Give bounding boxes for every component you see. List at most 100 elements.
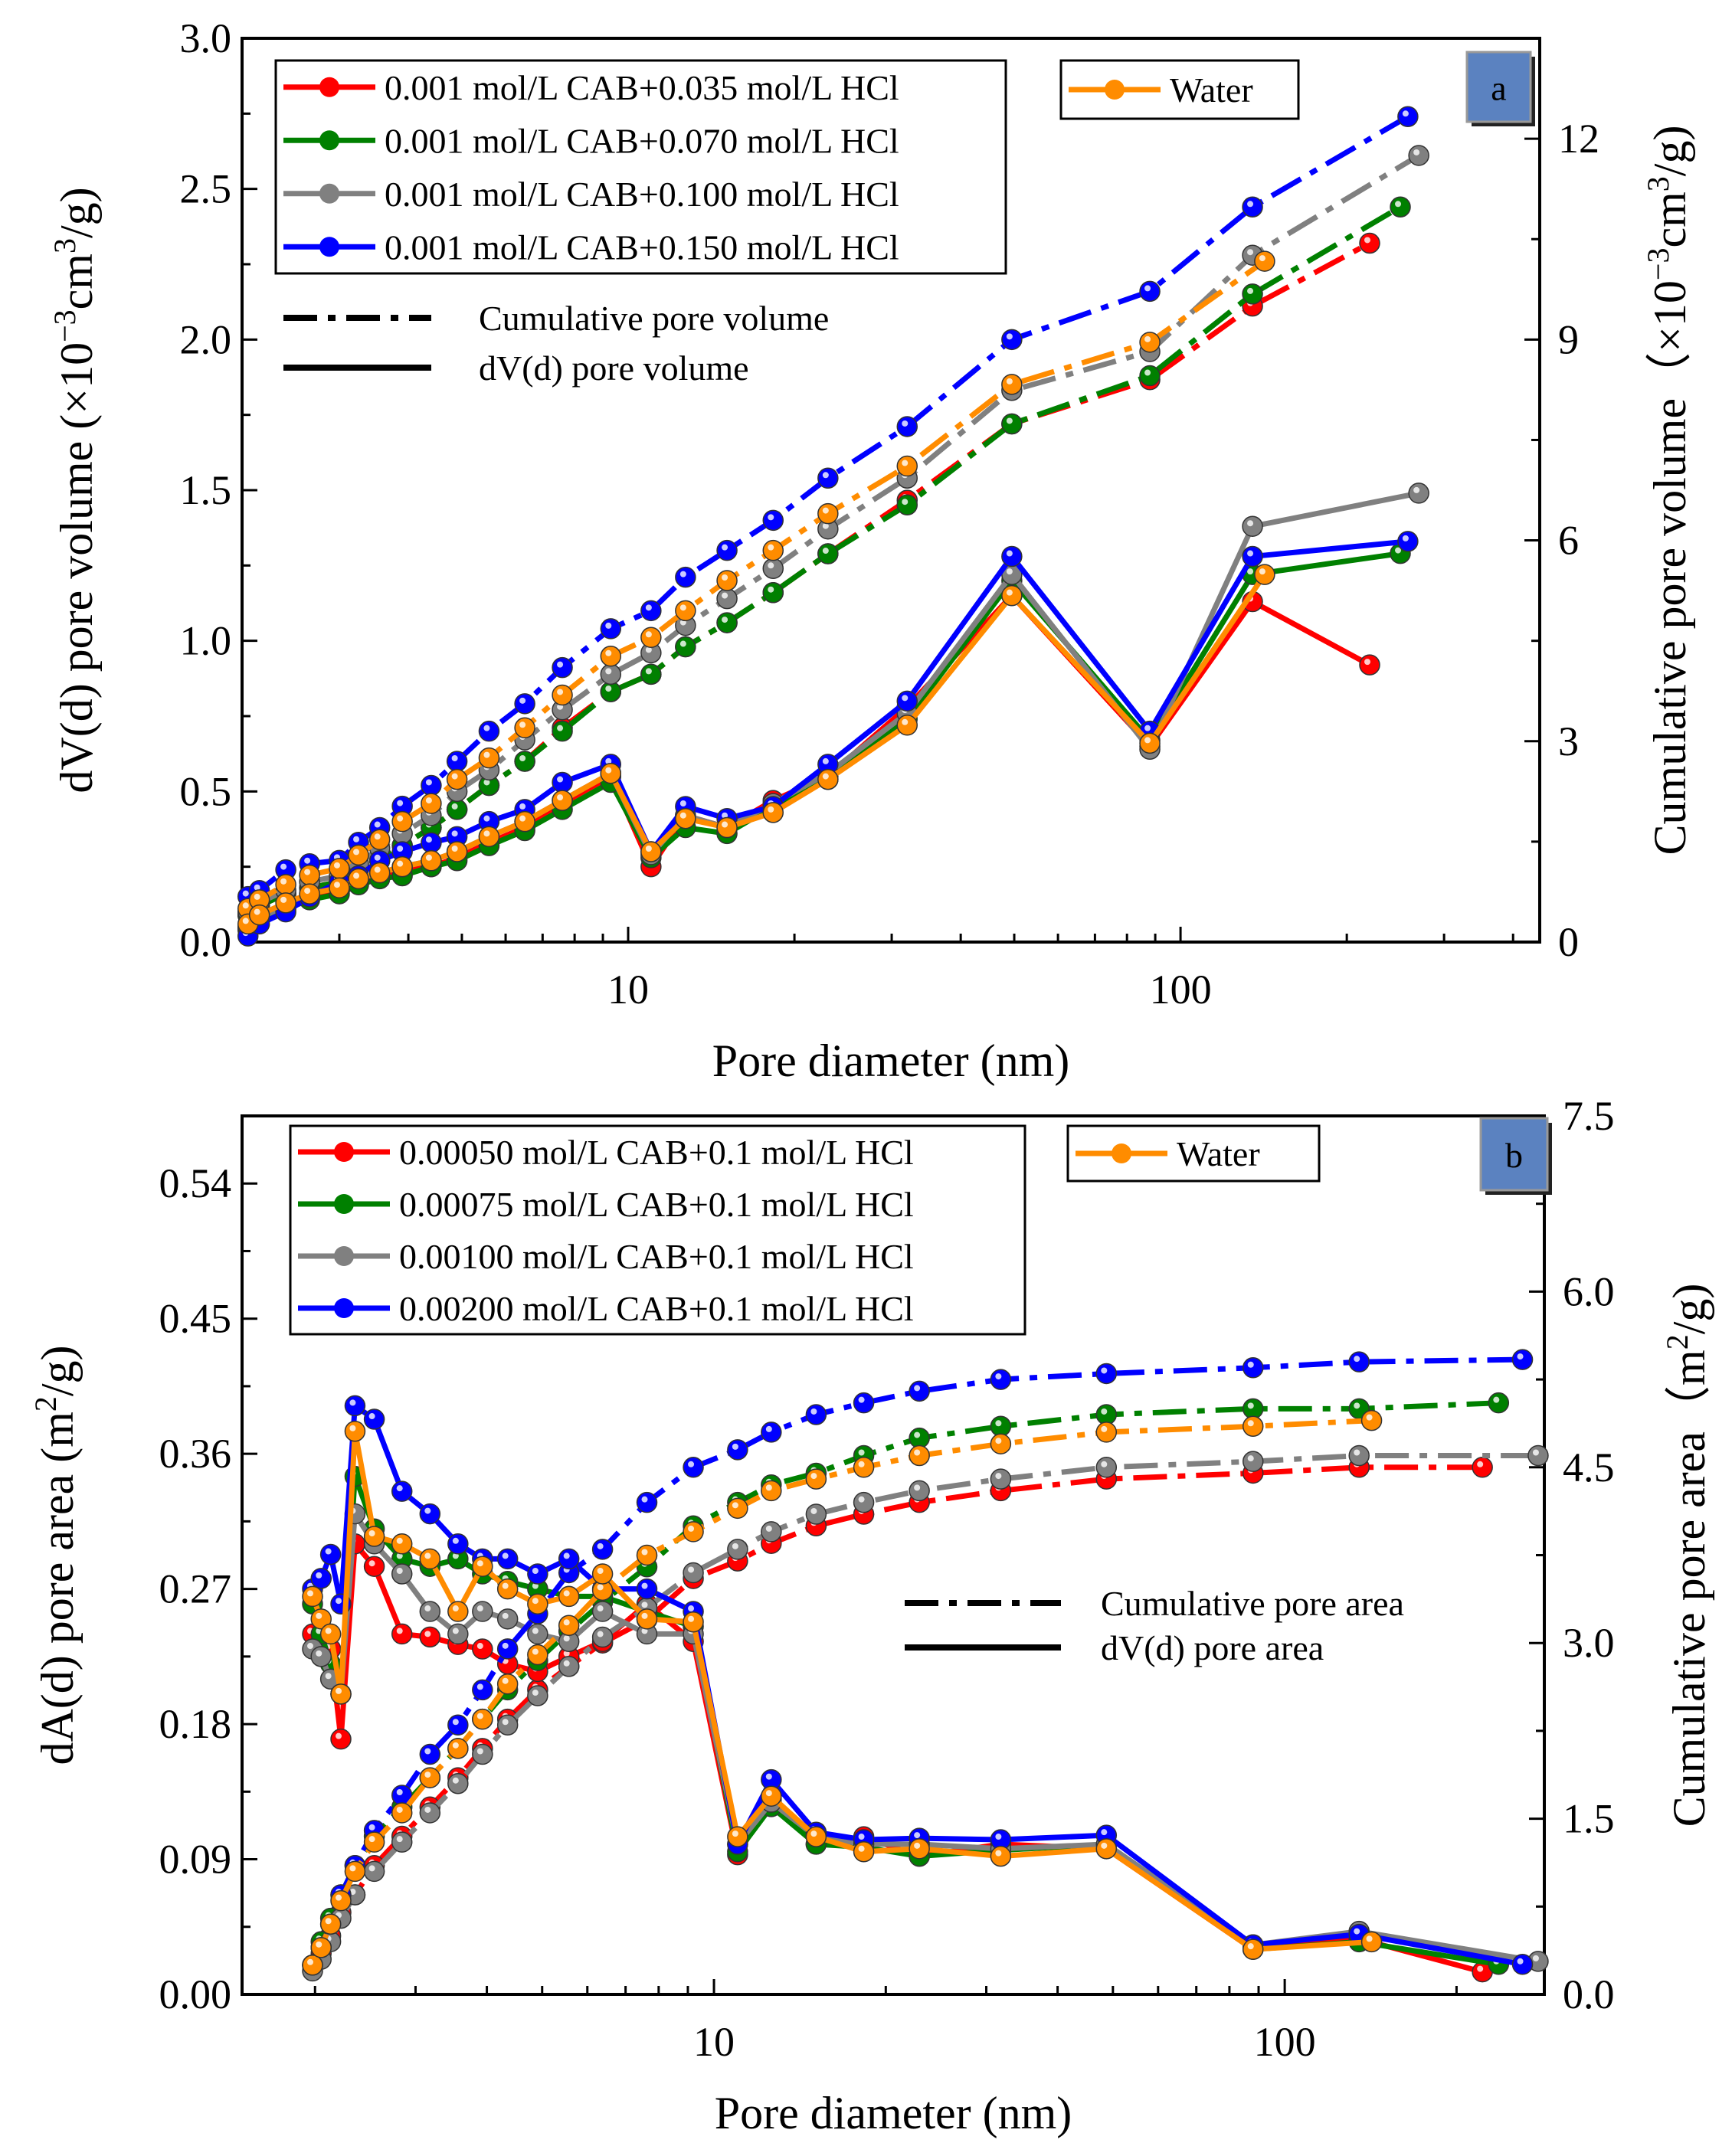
cumulative-point (853, 1392, 875, 1414)
superscript: −3 (47, 309, 82, 342)
x-axis-title: Pore diameter (nm) (715, 2088, 1072, 2138)
point-highlight (1247, 568, 1254, 575)
cumulative-point (640, 627, 662, 649)
point-highlight (645, 646, 652, 653)
label-part: cm (1645, 191, 1695, 247)
point-highlight (1493, 1396, 1500, 1403)
point-highlight (641, 1601, 648, 1608)
cumulative-point (558, 1615, 580, 1637)
point-highlight (483, 725, 490, 731)
point-highlight (396, 1789, 403, 1796)
point-highlight (336, 1598, 342, 1605)
legend-marker (334, 1194, 354, 1214)
point-highlight (424, 1507, 431, 1514)
x-axis-title: Pore diameter (nm) (712, 1035, 1070, 1086)
point-highlight (353, 849, 360, 856)
cumulative-point (896, 494, 918, 515)
dv-point (1359, 654, 1380, 676)
point-highlight (424, 1605, 431, 1612)
cumulative-point (1242, 196, 1263, 218)
point-highlight (765, 1484, 772, 1491)
dv-point (310, 1646, 332, 1667)
label-part: /g) (51, 187, 102, 238)
dv-point (310, 1568, 332, 1589)
point-highlight (307, 1958, 314, 1965)
dv-point (447, 1623, 469, 1645)
y2-tick-label: 1.5 (1563, 1796, 1615, 1842)
point-highlight (858, 1496, 865, 1503)
point-highlight (995, 1473, 1002, 1480)
panel-label-box (1479, 1117, 1549, 1192)
legend-marker (319, 183, 339, 204)
point-highlight (425, 779, 432, 786)
cumulative-point (1348, 1351, 1370, 1372)
point-highlight (1395, 201, 1402, 208)
dv-point (990, 1845, 1012, 1867)
point-highlight (1247, 1455, 1254, 1462)
point-highlight (451, 803, 458, 810)
point-highlight (532, 1598, 539, 1605)
point-highlight (316, 1612, 322, 1619)
y2-tick-label: 0.0 (1563, 1971, 1615, 2017)
y2-tick-label: 6 (1558, 518, 1579, 564)
point-highlight (768, 544, 774, 551)
dv-point (853, 1840, 875, 1863)
point-highlight (995, 1438, 1002, 1444)
y-tick-label: 0.09 (159, 1837, 232, 1883)
dv-point (496, 1608, 519, 1630)
legend-marker (1105, 80, 1125, 100)
point-highlight (822, 773, 829, 780)
point-highlight (645, 631, 652, 638)
point-highlight (451, 830, 458, 837)
cumulative-point (1242, 1415, 1264, 1438)
point-highlight (502, 1719, 509, 1726)
point-highlight (368, 1560, 375, 1567)
y-axis-title: dA(d) pore area (m2/g) (28, 1345, 83, 1765)
superscript: −3 (1641, 248, 1675, 281)
dv-point (640, 841, 662, 862)
point-highlight (641, 1612, 648, 1619)
y-axis-title: dV(d) pore volume (×10−3cm3/g) (47, 187, 103, 793)
y-tick-label: 0.54 (159, 1160, 232, 1206)
point-highlight (605, 767, 612, 774)
dv-point (419, 1548, 441, 1570)
dv-point (558, 1548, 580, 1570)
point-highlight (902, 499, 909, 505)
point-highlight (483, 779, 490, 786)
point-highlight (679, 571, 686, 577)
point-highlight (557, 689, 564, 695)
y2-tick-label: 0 (1558, 919, 1579, 965)
dv-point (329, 877, 350, 898)
point-highlight (476, 1713, 483, 1719)
cumulative-point (853, 1491, 875, 1513)
point-highlight (722, 821, 728, 828)
point-highlight (1532, 1449, 1539, 1456)
point-highlight (483, 751, 490, 758)
dv-point (496, 1548, 519, 1570)
point-highlight (1259, 568, 1265, 575)
cumulative-point (716, 587, 738, 610)
point-highlight (519, 815, 526, 822)
x-tick-label: 100 (1254, 2019, 1316, 2065)
point-highlight (679, 640, 686, 647)
point-highlight (368, 1529, 375, 1536)
point-highlight (557, 661, 564, 668)
dv-point (310, 1608, 332, 1630)
y-tick-label: 2.5 (180, 166, 232, 212)
point-highlight (1247, 249, 1254, 256)
point-highlight (1354, 1356, 1360, 1363)
point-highlight (722, 544, 728, 551)
cumulative-point (363, 1831, 385, 1853)
point-highlight (641, 1582, 648, 1589)
cumulative-point (909, 1427, 930, 1449)
dv-point (1139, 732, 1161, 754)
point-highlight (1413, 486, 1420, 493)
panel-label-box (1465, 51, 1532, 123)
point-highlight (679, 800, 686, 806)
cumulative-point (299, 864, 320, 886)
point-highlight (425, 854, 432, 861)
cumulative-point (514, 751, 535, 772)
dv-point (636, 1608, 658, 1630)
cumulative-point (447, 1772, 469, 1794)
legend-box (274, 59, 1007, 275)
